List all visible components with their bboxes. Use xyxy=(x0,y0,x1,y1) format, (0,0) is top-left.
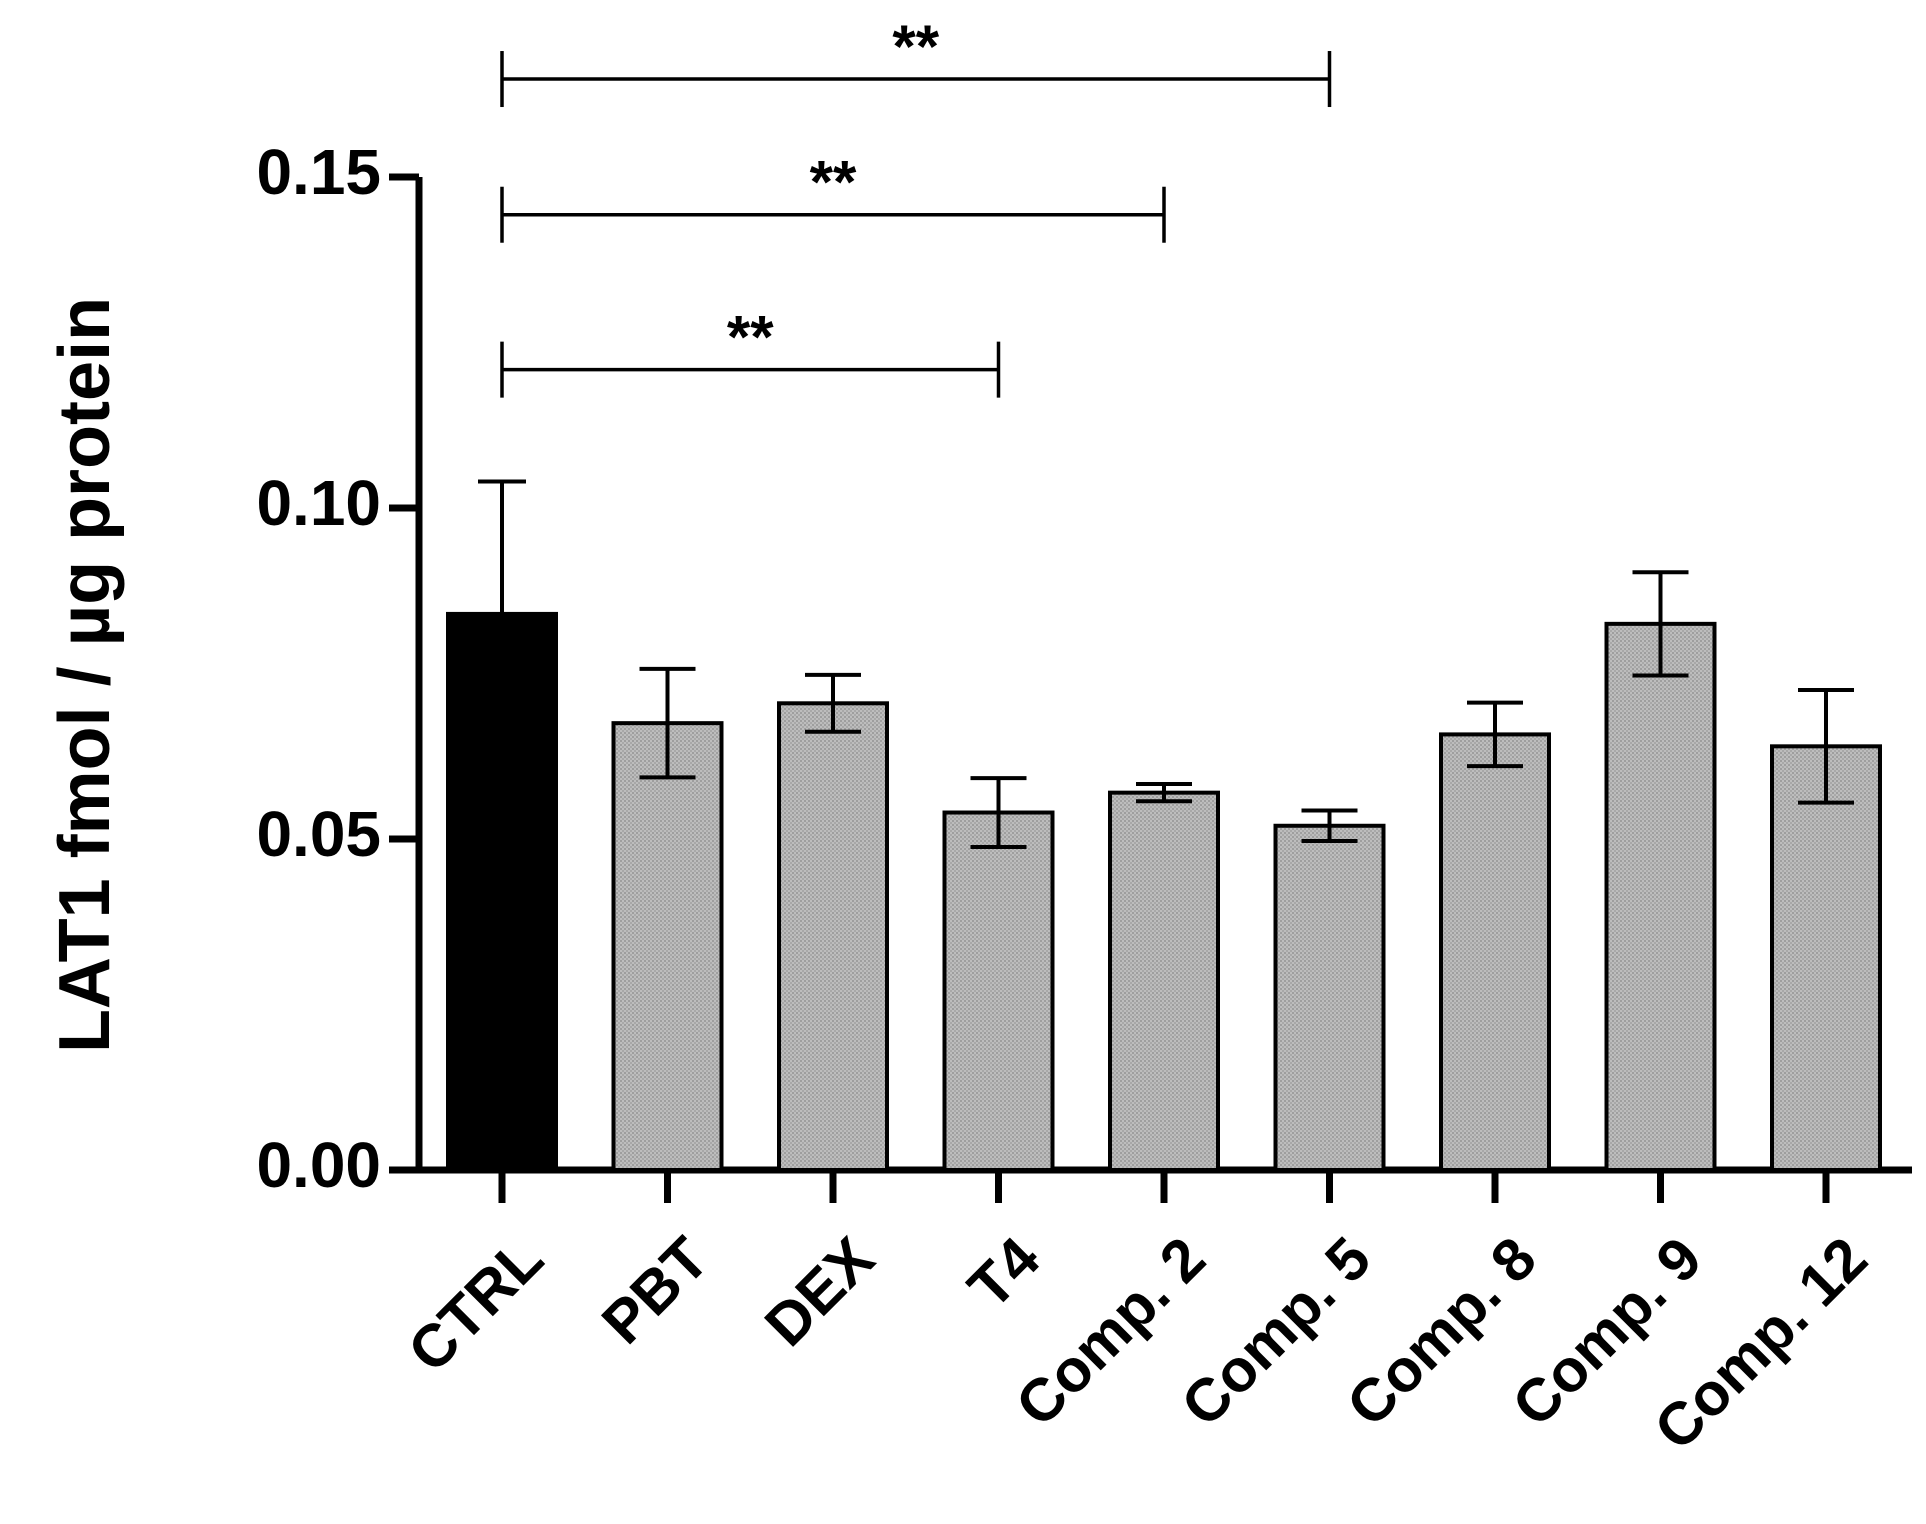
error-bar xyxy=(478,479,526,749)
y-tick-label: 0.15 xyxy=(256,136,381,208)
y-tick-label: 0.05 xyxy=(256,798,381,870)
bars xyxy=(446,611,1882,1173)
bar xyxy=(1273,823,1386,1172)
x-tick-label: CTRL xyxy=(395,1224,555,1384)
error-bar xyxy=(1136,782,1192,804)
significance-bracket: ** xyxy=(500,304,1001,398)
bar xyxy=(777,701,889,1172)
significance-bracket: ** xyxy=(500,149,1166,243)
bar xyxy=(1604,621,1717,1172)
y-axis-label: LAT1 fmol / µg protein xyxy=(45,297,125,1053)
error-bar xyxy=(1798,688,1854,805)
error-bar xyxy=(970,776,1027,849)
x-tick-label: T4 xyxy=(955,1224,1052,1321)
bar xyxy=(1439,732,1551,1172)
y-tick-label: 0.10 xyxy=(256,467,381,539)
x-tick-label: DEX xyxy=(752,1224,887,1359)
significance-bracket: ** xyxy=(500,13,1332,108)
error-bar xyxy=(1632,570,1689,678)
y-axis: 0.00 0.05 0.10 0.15 xyxy=(256,136,423,1201)
significance-label: ** xyxy=(892,13,939,80)
error-bar xyxy=(1467,700,1523,769)
significance-brackets: ** ** ** xyxy=(500,13,1332,398)
x-axis xyxy=(389,1166,1912,1203)
bar xyxy=(942,810,1055,1173)
error-bars xyxy=(478,479,1854,849)
significance-label: ** xyxy=(810,149,857,216)
error-bar xyxy=(805,672,861,734)
error-bar xyxy=(639,666,696,780)
bar xyxy=(1770,744,1882,1172)
y-tick-label: 0.00 xyxy=(256,1129,381,1201)
x-tick-label: PBT xyxy=(589,1224,721,1356)
bar xyxy=(611,721,724,1173)
bar xyxy=(1108,790,1220,1172)
y-axis-label-group: LAT1 fmol / µg protein xyxy=(45,297,125,1053)
error-bar xyxy=(1301,808,1358,843)
significance-label: ** xyxy=(727,304,774,371)
